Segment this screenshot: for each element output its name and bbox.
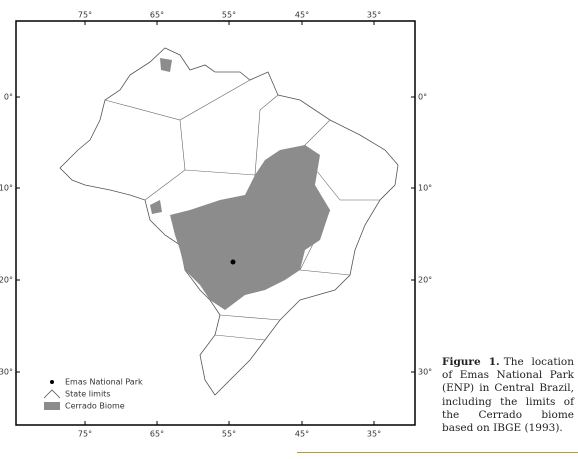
bottom-tick-label: 35° xyxy=(367,430,381,439)
left-tick-label: 0° xyxy=(4,93,13,102)
right-tick-label: 10° xyxy=(418,184,432,193)
caption: Figure 1. The location of Emas National P… xyxy=(442,356,574,435)
legend-label: State limits xyxy=(65,390,110,399)
legend: Emas National Park State limits Cerrado … xyxy=(43,378,143,411)
right-tick-label: 30° xyxy=(418,368,432,377)
right-tick-label: 20° xyxy=(418,276,432,285)
cerrado-biome xyxy=(150,58,330,310)
top-tick-label: 55° xyxy=(222,11,236,20)
legend-line xyxy=(43,389,61,399)
divider xyxy=(297,452,578,453)
top-tick-label: 45° xyxy=(295,11,309,20)
left-tick-label: 30° xyxy=(0,368,13,377)
top-tick-label: 35° xyxy=(367,11,381,20)
caption-label: Figure 1. xyxy=(442,356,500,368)
bottom-tick-label: 75° xyxy=(78,430,92,439)
map-frame xyxy=(15,20,416,426)
top-tick-label: 75° xyxy=(78,11,92,20)
emas-park-marker xyxy=(230,259,236,265)
caption-text: The location of Emas National Park (ENP)… xyxy=(442,356,574,435)
ticks: 75° 75° 65° 65° 55° 55° 45° 45° 35° 35° 0° 0° 10° 10°… xyxy=(0,11,432,439)
left-tick-label: 20° xyxy=(0,276,13,285)
top-tick-label: 65° xyxy=(150,11,164,20)
legend-dot xyxy=(50,380,54,384)
bottom-tick-label: 55° xyxy=(222,430,236,439)
bottom-tick-label: 65° xyxy=(150,430,164,439)
left-tick-label: 10° xyxy=(0,184,13,193)
legend-label: Emas National Park xyxy=(65,378,143,387)
legend-swatch xyxy=(44,402,60,410)
bottom-tick-label: 45° xyxy=(295,430,309,439)
right-tick-label: 0° xyxy=(418,93,427,102)
legend-label: Cerrado Biome xyxy=(65,402,125,411)
